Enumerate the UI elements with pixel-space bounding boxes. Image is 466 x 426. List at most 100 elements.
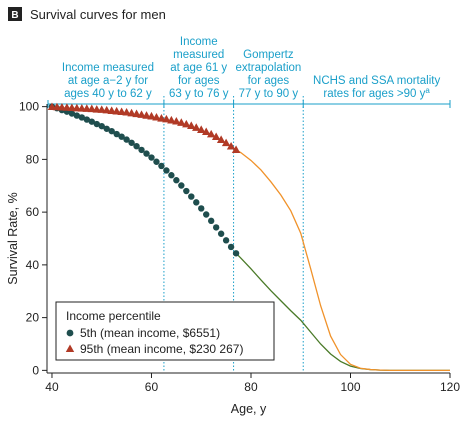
- point-95th: [127, 108, 136, 117]
- point-95th: [202, 127, 211, 136]
- point-95th: [117, 107, 126, 116]
- point-5th: [212, 224, 220, 231]
- y-tick-label: 80: [26, 152, 40, 166]
- point-5th: [118, 133, 125, 140]
- point-5th: [128, 139, 135, 146]
- band-label-line: at age a−2 y for: [68, 75, 148, 87]
- point-5th: [108, 127, 115, 135]
- legend-label-5th: 5th (mean income, $6551): [80, 326, 220, 340]
- legend-title: Income percentile: [66, 309, 161, 323]
- x-axis-title: Age, y: [231, 402, 267, 416]
- point-5th: [203, 211, 210, 218]
- point-95th: [192, 123, 201, 131]
- band-label-line: for ages: [248, 75, 290, 87]
- legend: Income percentile 5th (mean income, $655…: [55, 301, 275, 361]
- point-95th: [211, 132, 221, 141]
- point-5th: [188, 193, 195, 200]
- band-label-line: Income measured: [62, 62, 154, 74]
- band-label-line: rates for ages >90 ya: [323, 86, 430, 101]
- point-5th: [138, 146, 145, 154]
- point-5th: [73, 112, 81, 119]
- point-5th: [173, 177, 180, 184]
- point-5th: [207, 217, 215, 225]
- point-95th: [97, 105, 106, 113]
- point-5th: [113, 130, 120, 138]
- band-label-line: Income: [180, 36, 218, 48]
- point-5th: [98, 122, 105, 130]
- point-5th: [123, 136, 130, 143]
- point-5th: [222, 237, 230, 244]
- point-5th: [168, 172, 175, 179]
- point-95th: [157, 114, 166, 122]
- point-95th: [147, 111, 156, 120]
- point-95th: [172, 116, 181, 125]
- point-5th: [183, 187, 190, 195]
- point-95th: [87, 104, 96, 113]
- point-95th: [231, 145, 241, 153]
- x-tick-label: 60: [145, 380, 159, 394]
- point-95th: [182, 119, 191, 128]
- point-95th: [112, 106, 121, 115]
- point-5th: [93, 120, 100, 128]
- legend-marker-5th: [66, 329, 74, 337]
- point-5th: [103, 125, 110, 132]
- band-label-line: extrapolation: [235, 62, 301, 74]
- point-95th: [102, 105, 111, 114]
- point-95th: [197, 125, 206, 133]
- y-tick-label: 40: [26, 258, 40, 272]
- series-markers: [47, 102, 241, 257]
- point-5th: [217, 230, 225, 237]
- point-95th: [152, 112, 161, 121]
- point-5th: [148, 154, 155, 161]
- legend-marker-95th: [65, 344, 75, 352]
- point-95th: [187, 121, 196, 129]
- point-95th: [167, 115, 176, 124]
- point-95th: [206, 129, 216, 138]
- band-label-line: ages 40 y to 62 y: [64, 88, 152, 100]
- band-label-line: measured: [173, 49, 224, 61]
- band-label-superscript: a: [425, 86, 430, 95]
- panel-title: Survival curves for men: [30, 7, 166, 22]
- band-label-line: at age 61 y: [170, 62, 227, 74]
- y-axis-title: Survival Rate, %: [6, 192, 20, 284]
- point-95th: [162, 114, 171, 123]
- series-lines: [235, 149, 450, 372]
- axes: 0 20 40 60 80 100 40 60 80 100 120 Age, y Survival R…: [6, 100, 460, 416]
- point-5th: [158, 162, 165, 170]
- point-5th: [232, 250, 240, 257]
- x-tick-label: 40: [45, 380, 59, 394]
- x-tick-label: 120: [440, 380, 460, 394]
- point-95th: [226, 142, 236, 150]
- y-tick-label: 20: [26, 311, 40, 325]
- point-5th: [178, 182, 185, 189]
- point-95th: [137, 110, 146, 118]
- y-tick-label: 100: [19, 100, 39, 114]
- point-5th: [198, 205, 205, 212]
- panel-header: B Survival curves for men: [8, 7, 166, 22]
- point-95th: [142, 111, 151, 119]
- point-95th: [216, 135, 226, 143]
- point-5th: [227, 243, 235, 251]
- x-tick-label: 100: [340, 380, 360, 394]
- dividers: [163, 96, 304, 373]
- x-tick-label: 80: [244, 380, 258, 394]
- legend-box: [55, 301, 275, 361]
- band-label-line: Gompertz: [243, 49, 294, 61]
- span-bracket: [47, 100, 451, 108]
- panel-letter-box: [8, 7, 22, 21]
- point-5th: [143, 150, 150, 157]
- band-label-line: for ages: [178, 75, 220, 87]
- point-5th: [78, 114, 86, 121]
- point-5th: [88, 118, 95, 125]
- y-tick-label: 60: [26, 205, 40, 219]
- point-95th: [132, 109, 141, 118]
- point-5th: [83, 116, 91, 123]
- point-95th: [177, 118, 186, 126]
- band-label-line: 77 y to 90 y: [239, 88, 299, 100]
- point-95th: [107, 106, 116, 114]
- panel-letter: B: [11, 10, 18, 21]
- series-line-95th: [235, 149, 450, 372]
- point-5th: [153, 158, 160, 165]
